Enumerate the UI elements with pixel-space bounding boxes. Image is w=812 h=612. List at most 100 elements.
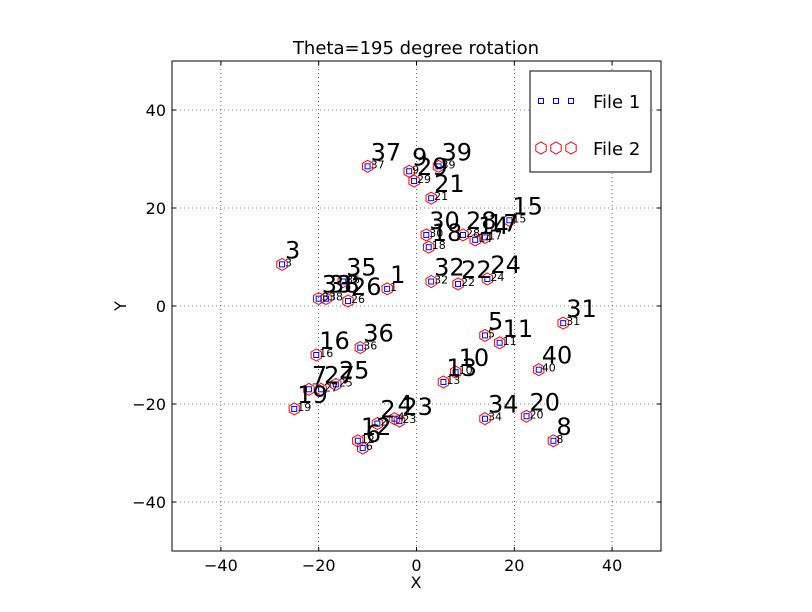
file-1-point-1 bbox=[384, 285, 391, 292]
file-2-point-35 bbox=[337, 274, 349, 289]
file-1-label-4: 4 bbox=[397, 411, 404, 424]
file-1-point-2 bbox=[374, 420, 381, 427]
file-1-label-25: 25 bbox=[339, 376, 353, 389]
legend: File 1 File 2 bbox=[529, 70, 652, 173]
file-1-point-39 bbox=[435, 163, 442, 170]
file-1-label-14: 14 bbox=[478, 232, 492, 245]
file-1-point-21 bbox=[428, 195, 435, 202]
file-2-point-16 bbox=[310, 348, 322, 362]
legend-label: File 1 bbox=[593, 92, 640, 113]
file-1-point-31 bbox=[560, 320, 567, 327]
file-2-label-12: 12 bbox=[361, 413, 392, 441]
file-2-label-31: 31 bbox=[566, 295, 597, 323]
file-1-label-35: 35 bbox=[346, 274, 360, 287]
file-2-point-23 bbox=[393, 414, 406, 428]
file-1-point-30 bbox=[423, 231, 430, 238]
file-1-point-17 bbox=[481, 234, 488, 241]
legend-marker bbox=[553, 98, 559, 104]
file-1-label-38: 38 bbox=[329, 291, 343, 304]
file-1-label-31: 31 bbox=[566, 315, 580, 328]
file-1-point-5 bbox=[481, 332, 488, 339]
file-1-point-23 bbox=[396, 418, 403, 425]
file-1-point-3 bbox=[279, 261, 286, 268]
file-1-point-38 bbox=[323, 295, 330, 302]
file-2-point-2 bbox=[371, 417, 384, 431]
file-1-label-30: 30 bbox=[429, 227, 443, 240]
file-1-point-19 bbox=[291, 405, 298, 412]
y-tick-label: 20 bbox=[146, 199, 166, 218]
legend-label: File 2 bbox=[593, 139, 640, 160]
file-2-point-37 bbox=[361, 159, 374, 173]
file-2-label-39: 39 bbox=[442, 138, 473, 166]
file-1-label-18: 18 bbox=[432, 239, 446, 252]
y-axis-label: Y bbox=[111, 301, 130, 312]
file-1-point-18 bbox=[425, 244, 432, 251]
file-1-point-7 bbox=[305, 386, 312, 393]
data-points bbox=[276, 159, 569, 455]
file-2-label-13: 13 bbox=[446, 354, 477, 382]
file-1-label-29: 29 bbox=[417, 173, 431, 186]
file-2-point-8 bbox=[547, 434, 560, 448]
file-2-label-6: 6 bbox=[366, 420, 381, 448]
file-1-label-1: 1 bbox=[390, 281, 397, 294]
legend-marker bbox=[538, 98, 544, 104]
file-1-point-26 bbox=[345, 298, 352, 305]
file-2-label-10: 10 bbox=[459, 344, 490, 372]
file-1-label-8: 8 bbox=[556, 433, 563, 446]
x-tick-label: 0 bbox=[411, 556, 421, 575]
file-2-label-15: 15 bbox=[512, 192, 543, 220]
file-2-point-27 bbox=[315, 382, 327, 396]
file-1-label-40: 40 bbox=[542, 362, 556, 375]
file-2-label-37: 37 bbox=[371, 138, 402, 166]
file-1-label-34: 34 bbox=[488, 411, 502, 424]
file-2-label-22: 22 bbox=[461, 256, 492, 284]
file-2-label-11: 11 bbox=[503, 315, 534, 343]
file-2-label-7: 7 bbox=[312, 361, 327, 389]
file-2-point-38 bbox=[320, 292, 332, 306]
file-2-label-5: 5 bbox=[488, 307, 503, 335]
file-2-label-36: 36 bbox=[363, 320, 394, 348]
legend-marker bbox=[535, 141, 547, 155]
file-2-label-26: 26 bbox=[351, 273, 382, 301]
x-tick-label: 40 bbox=[602, 556, 622, 575]
file-1-point-37 bbox=[364, 163, 371, 170]
file-1-label-7: 7 bbox=[312, 381, 319, 394]
y-tick-label: 0 bbox=[156, 297, 166, 316]
file-2-label-29: 29 bbox=[417, 153, 448, 181]
file-1-point-22 bbox=[455, 280, 462, 287]
file-2-label-2: 2 bbox=[380, 396, 395, 424]
file-1-label-26: 26 bbox=[351, 293, 365, 306]
file-1-point-24 bbox=[484, 276, 491, 283]
x-tick-label: 20 bbox=[504, 556, 524, 575]
file-1-label-36: 36 bbox=[363, 340, 377, 353]
legend-marker bbox=[550, 141, 562, 155]
file-1-label-9: 9 bbox=[412, 163, 419, 176]
file-2-point-34 bbox=[479, 412, 491, 426]
file-1-point-35 bbox=[340, 278, 347, 285]
file-2-label-30: 30 bbox=[429, 207, 460, 235]
file-2-point-28 bbox=[457, 228, 469, 242]
file-2-point-18 bbox=[423, 240, 435, 254]
legend-item-1: File 1 bbox=[538, 92, 640, 113]
file-1-label-15: 15 bbox=[512, 212, 526, 225]
file-1-label-37: 37 bbox=[371, 158, 385, 171]
file-1-label-24: 24 bbox=[490, 271, 504, 284]
file-2-point-20 bbox=[520, 409, 533, 423]
file-2-point-21 bbox=[425, 191, 437, 205]
file-2-label-34: 34 bbox=[488, 391, 519, 419]
x-tick-label: −40 bbox=[204, 556, 238, 575]
file-2-point-22 bbox=[452, 277, 464, 291]
grid-lines bbox=[172, 61, 661, 551]
file-1-point-33 bbox=[315, 295, 322, 302]
file-1-label-22: 22 bbox=[461, 276, 475, 289]
file-2-label-23: 23 bbox=[402, 393, 433, 421]
legend-marker bbox=[568, 98, 574, 104]
file-1-label-13: 13 bbox=[446, 374, 460, 387]
file-1-point-36 bbox=[357, 344, 364, 351]
file-2-label-20: 20 bbox=[530, 388, 561, 416]
file-1-label-6: 6 bbox=[366, 440, 373, 453]
file-2-point-3 bbox=[276, 257, 288, 271]
file-2-label-17: 17 bbox=[488, 209, 519, 237]
